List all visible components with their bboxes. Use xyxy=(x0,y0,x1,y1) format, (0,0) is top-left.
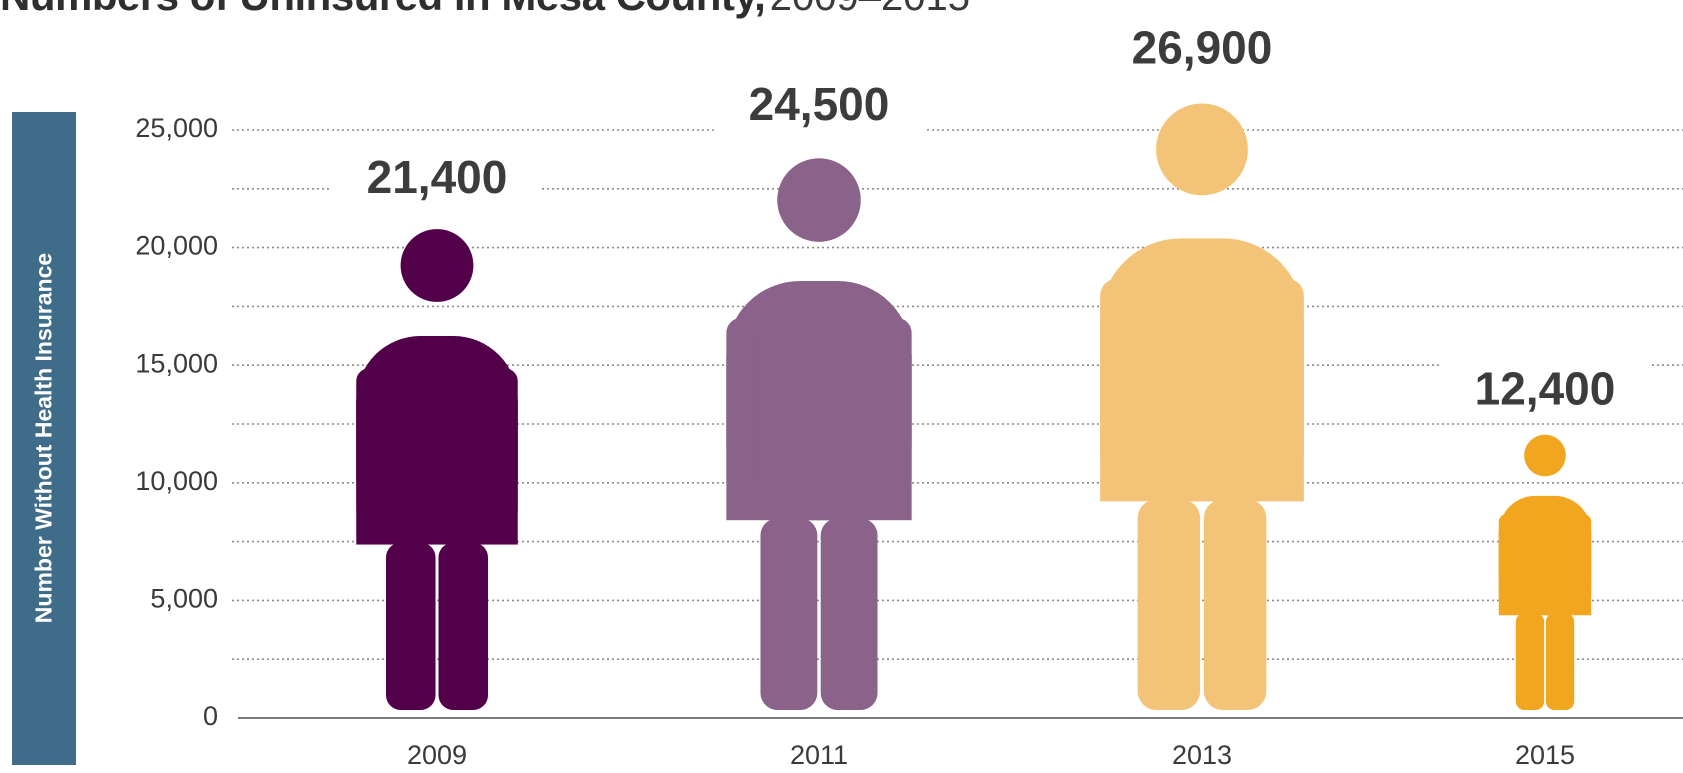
data-label: 21,400 xyxy=(367,151,508,203)
x-tick-label: 2009 xyxy=(407,740,467,770)
data-marks xyxy=(356,103,1592,710)
data-labels: 21,400 24,500 26,900 12,400 xyxy=(332,21,1650,423)
data-label: 12,400 xyxy=(1475,363,1616,415)
y-tick-label: 15,000 xyxy=(135,348,218,378)
data-label: 26,900 xyxy=(1132,21,1273,73)
y-tick-label: 10,000 xyxy=(135,466,218,496)
x-tick-label: 2015 xyxy=(1515,740,1575,770)
chart-title-years: 2009–2015 xyxy=(770,0,970,19)
person-icon xyxy=(356,229,518,710)
person-icon xyxy=(726,158,912,710)
data-label-background xyxy=(714,77,924,138)
x-tick-label: 2011 xyxy=(790,740,848,770)
chart-title-main: Numbers of Uninsured in Mesa County, xyxy=(0,0,766,19)
y-axis-label-panel xyxy=(12,112,76,765)
chart-title: Numbers of Uninsured in Mesa County, 200… xyxy=(0,0,970,20)
y-tick-label: 20,000 xyxy=(135,231,218,261)
y-tick-label: 5,000 xyxy=(150,584,218,614)
data-label-background xyxy=(332,150,542,211)
data-label: 24,500 xyxy=(749,78,890,130)
data-label-background xyxy=(1097,21,1307,82)
axes: 0 5,000 10,000 15,000 20,000 25,000 2009 2011 20… xyxy=(135,113,1683,770)
y-tick-label: 0 xyxy=(203,701,218,731)
x-tick-label: 2013 xyxy=(1172,740,1232,770)
person-icon xyxy=(1498,434,1592,710)
person-icon xyxy=(1100,103,1304,710)
data-label-background xyxy=(1440,362,1650,423)
y-tick-label: 25,000 xyxy=(135,113,218,143)
